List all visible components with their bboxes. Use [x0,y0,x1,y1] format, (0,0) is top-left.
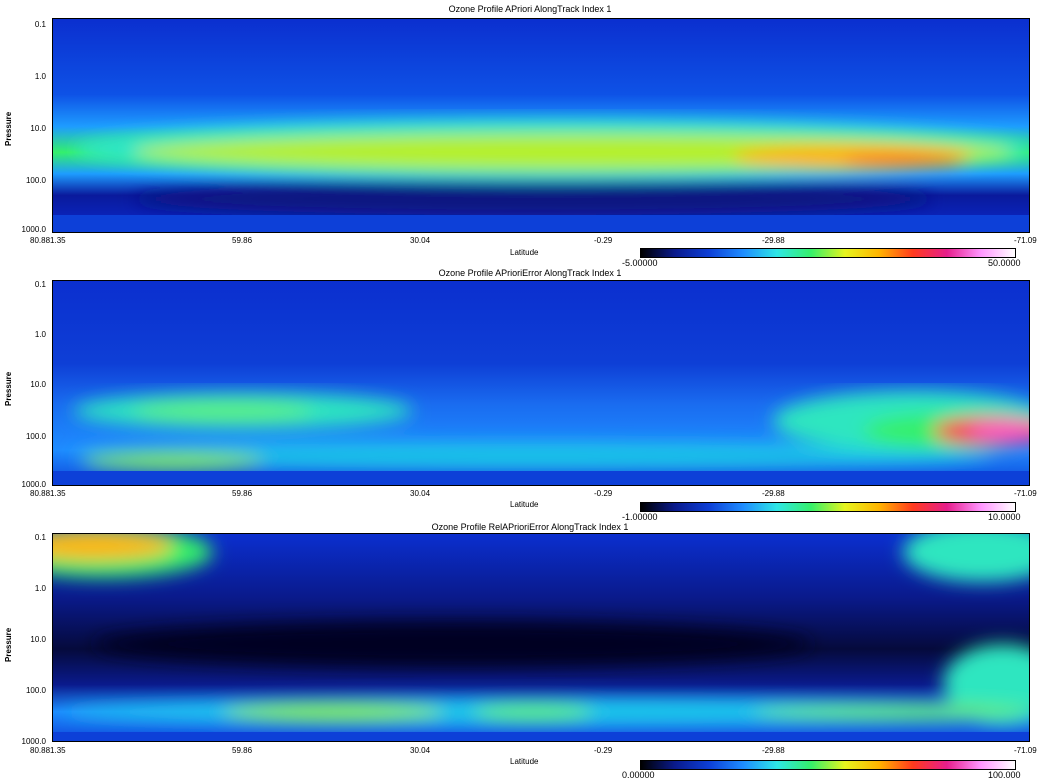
colorbar-max-label: 10.0000 [988,512,1021,522]
x-tick-label: -0.29 [594,236,613,245]
heatmap-band [473,703,593,721]
y-tick-label: 10.0 [30,635,46,644]
colorbar-max-label: 100.000 [988,770,1021,780]
heatmap-plot-area [52,280,1030,486]
heatmap-band [73,444,993,468]
x-tick-label: 80.881.35 [30,746,66,755]
chart-title: Ozone Profile RelAPrioriError AlongTrack… [431,522,629,532]
heatmap-band [133,183,933,215]
x-tick-label: 30.04 [410,236,431,245]
y-axis-label: Pressure [4,371,13,406]
heatmap-band [133,402,313,420]
heatmap-band [83,453,263,469]
heatmap-rel-apriori-error [53,534,1029,741]
x-tick-label: 59.86 [232,489,253,498]
chart-panel-apriori-error: Ozone Profile APrioriError AlongTrack In… [0,266,1050,526]
heatmap-band [93,622,813,666]
chart-title: Ozone Profile APriori AlongTrack Index 1 [448,4,612,14]
y-tick-label: 1.0 [34,584,46,593]
y-tick-label: 1000.0 [21,225,46,234]
colorbar-min-label: -5.00000 [622,258,658,268]
x-tick-label: 80.881.35 [30,236,66,245]
heatmap-band [753,705,1029,719]
x-tick-label: 80.881.35 [30,489,66,498]
colorbar-min-label: 0.00000 [622,770,655,780]
heatmap-band [968,422,1029,440]
chart-panel-rel-apriori-error: Ozone Profile RelAPrioriError AlongTrack… [0,520,1050,783]
colorbar [640,760,1016,770]
x-axis-label: Latitude [510,248,539,257]
y-tick-label: 1.0 [34,72,46,81]
y-axis-label: Pressure [4,111,13,146]
x-tick-label: 30.04 [410,489,431,498]
heatmap-band [53,534,173,560]
x-tick-label: -29.88 [762,746,785,755]
x-tick-label: -29.88 [762,489,785,498]
x-tick-label: -0.29 [594,746,613,755]
heatmap-apriori [53,19,1029,232]
x-axis-label: Latitude [510,500,539,509]
heatmap-noise-band [53,471,1029,485]
chart-panel-apriori: Ozone Profile APriori AlongTrack Index 1… [0,0,1050,268]
heatmap-band [903,534,1029,582]
chart-title: Ozone Profile APrioriError AlongTrack In… [438,268,622,278]
y-tick-label: 100.0 [25,686,46,695]
y-tick-label: 100.0 [25,432,46,441]
heatmap-band [843,155,963,167]
colorbar-min-label: -1.00000 [622,512,658,522]
heatmap-noise-band [53,732,1029,741]
y-tick-label: 0.1 [34,533,46,542]
heatmap-apriori-error [53,281,1029,485]
y-tick-label: 100.0 [25,176,46,185]
colorbar [640,248,1016,258]
y-tick-label: 10.0 [30,124,46,133]
y-tick-label: 10.0 [30,380,46,389]
y-tick-label: 1.0 [34,330,46,339]
y-axis-label: Pressure [4,627,13,662]
y-tick-label: 1000.0 [21,480,46,489]
x-tick-label: 59.86 [232,236,253,245]
heatmap-band [223,703,443,721]
heatmap-noise-band [53,215,1029,232]
y-tick-label: 1000.0 [21,737,46,746]
heatmap-band [943,644,1029,724]
colorbar-max-label: 50.0000 [988,258,1021,268]
x-tick-label: 30.04 [410,746,431,755]
x-tick-label: -71.09 [1014,236,1037,245]
x-tick-label: -0.29 [594,489,613,498]
x-axis-label: Latitude [510,757,539,766]
x-tick-label: -71.09 [1014,489,1037,498]
y-tick-label: 0.1 [34,280,46,289]
colorbar [640,502,1016,512]
y-tick-label: 0.1 [34,20,46,29]
heatmap-plot-area [52,18,1030,233]
heatmap-plot-area [52,533,1030,742]
x-tick-label: 59.86 [232,746,253,755]
x-tick-label: -29.88 [762,236,785,245]
x-tick-label: -71.09 [1014,746,1037,755]
